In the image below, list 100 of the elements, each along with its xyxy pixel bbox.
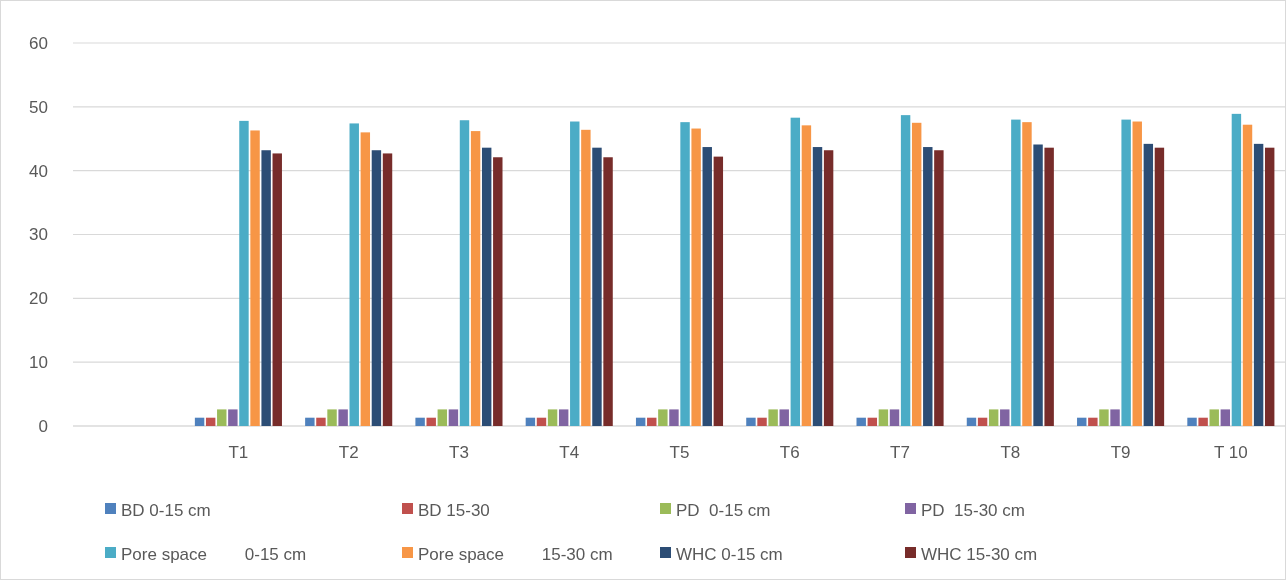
y-tick-label: 50 <box>29 97 48 117</box>
bar <box>867 417 878 426</box>
bar <box>1033 144 1043 426</box>
y-tick-label: 20 <box>29 289 48 309</box>
bar <box>746 417 756 426</box>
bar <box>790 117 801 426</box>
bar <box>966 417 977 426</box>
bar <box>426 417 436 426</box>
bar <box>1143 143 1154 426</box>
bar <box>547 409 558 426</box>
bar <box>470 131 481 426</box>
bar <box>327 409 337 426</box>
bar <box>581 129 591 426</box>
bar <box>823 150 834 426</box>
bar <box>934 150 944 426</box>
bar <box>415 417 425 426</box>
legend-label: WHC 0-15 cm <box>676 544 783 564</box>
x-tick-label: T5 <box>669 443 690 462</box>
bar <box>338 409 348 426</box>
bar <box>669 409 679 426</box>
bar <box>1088 417 1098 426</box>
bar <box>680 122 690 426</box>
bar <box>1198 417 1208 426</box>
bar <box>911 122 922 426</box>
bar <box>1044 147 1054 426</box>
bar <box>1242 124 1253 426</box>
y-tick-label: 0 <box>38 416 48 436</box>
legend-label: Pore space 0-15 cm <box>121 544 307 564</box>
bar <box>977 417 988 426</box>
bar <box>1187 417 1197 426</box>
bar <box>923 147 933 426</box>
bar <box>647 417 657 426</box>
bar <box>437 409 448 426</box>
bar <box>360 132 371 426</box>
bar <box>1253 143 1264 426</box>
bar <box>768 409 778 426</box>
bar <box>481 147 492 426</box>
x-tick-label: T4 <box>559 443 580 462</box>
x-tick-label: T8 <box>1000 443 1021 462</box>
bar <box>194 417 205 426</box>
bar <box>570 121 580 426</box>
x-tick-label: T3 <box>449 443 469 462</box>
bar <box>558 409 569 426</box>
bar <box>757 417 767 426</box>
legend-label: BD 0-15 cm <box>121 500 211 520</box>
legend-label: Pore space 15-30 cm <box>418 544 613 564</box>
bar <box>1022 122 1032 426</box>
bar <box>371 150 382 426</box>
y-tick-label: 30 <box>29 225 48 245</box>
bar <box>316 417 326 426</box>
bar <box>1231 113 1242 426</box>
bar <box>1000 409 1010 426</box>
x-tick-label: T9 <box>1110 443 1131 462</box>
bar <box>525 417 536 426</box>
legend-label: PD 15-30 cm <box>921 500 1025 520</box>
bar <box>459 120 470 426</box>
bar <box>382 153 393 426</box>
y-tick-label: 10 <box>29 353 48 373</box>
bar <box>801 125 812 426</box>
bar <box>305 417 315 426</box>
bar <box>1011 119 1021 426</box>
bar <box>250 130 260 426</box>
bar <box>1121 119 1131 426</box>
bar <box>1154 147 1165 426</box>
y-tick-label: 60 <box>29 33 48 53</box>
bar <box>1099 409 1109 426</box>
bar <box>239 120 249 426</box>
bar <box>1209 409 1219 426</box>
bar <box>658 409 668 426</box>
x-tick-label: T1 <box>228 443 249 462</box>
y-tick-label: 40 <box>29 161 48 181</box>
bar <box>1264 147 1275 426</box>
bar <box>217 409 227 426</box>
bar <box>592 147 602 426</box>
bar <box>448 409 459 426</box>
bar <box>900 115 911 426</box>
x-tick-label: T6 <box>779 443 800 462</box>
bar <box>889 409 900 426</box>
bar <box>1132 121 1142 426</box>
legend-label: WHC 15-30 cm <box>921 544 1038 564</box>
bar <box>1220 409 1231 426</box>
x-tick-label: T 10 <box>1214 443 1248 462</box>
bar <box>713 156 724 426</box>
bar <box>856 417 866 426</box>
bar <box>349 123 359 426</box>
x-tick-label: T2 <box>338 443 359 462</box>
bar <box>878 409 889 426</box>
bar <box>603 157 613 426</box>
bar <box>205 417 216 426</box>
x-tick-label: T7 <box>890 443 910 462</box>
bar <box>228 409 238 426</box>
bar <box>702 147 712 426</box>
bar <box>635 417 646 426</box>
bar <box>812 147 823 426</box>
legend-label: PD 0-15 cm <box>676 500 771 520</box>
bar <box>272 153 282 426</box>
bar <box>261 150 271 426</box>
bar <box>493 157 503 426</box>
bar <box>779 409 789 426</box>
bar <box>691 128 701 426</box>
